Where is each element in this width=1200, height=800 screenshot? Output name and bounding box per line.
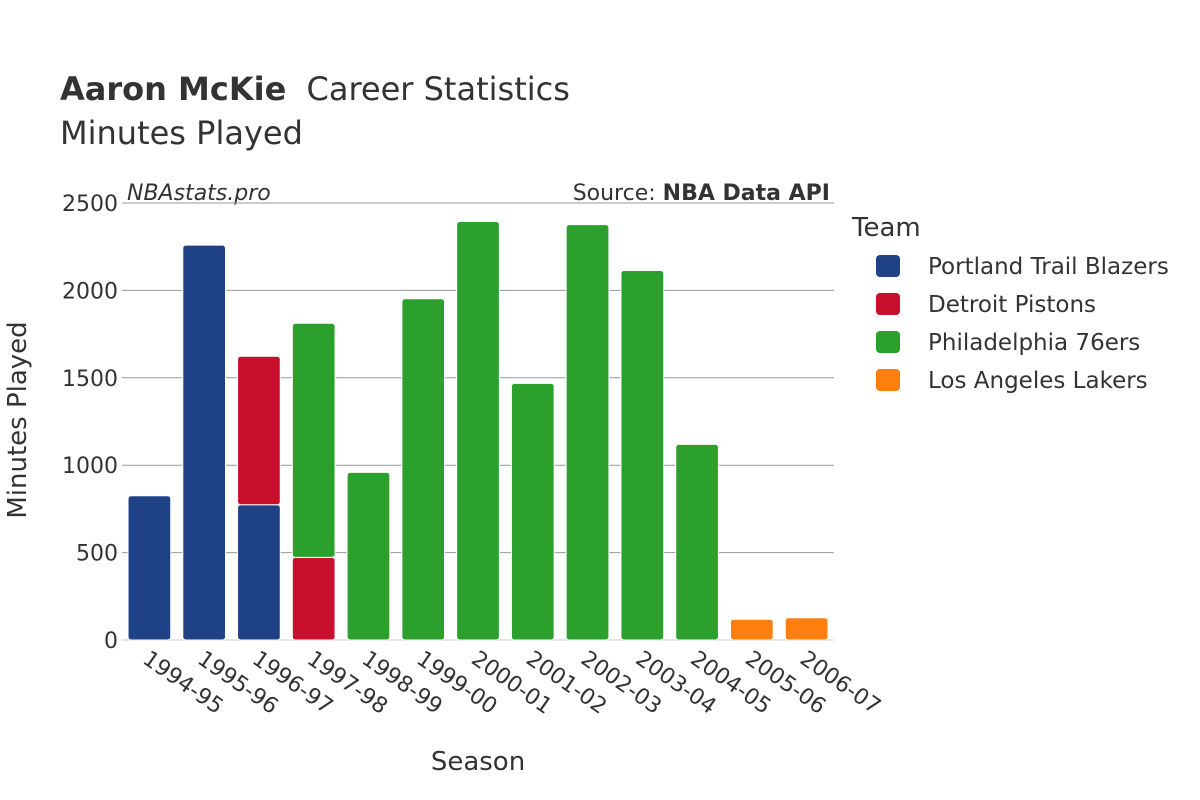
svg-text:Aaron McKie Career Stati: Aaron McKie Career Statistics: [60, 70, 570, 108]
bar: [729, 618, 774, 641]
legend-swatch: [876, 331, 900, 353]
y-axis-ticks: 0 500 1000 1500 2000 2500: [62, 192, 118, 654]
y-tick-label: 2500: [62, 192, 118, 217]
x-axis-ticks: 1994-951995-961996-971997-981998-991999-…: [138, 646, 885, 719]
bar: [127, 495, 172, 641]
y-tick-label: 0: [104, 629, 118, 654]
title-player-name: Aaron McKie: [60, 70, 286, 108]
bar: [620, 269, 665, 641]
watermark: NBAstats.pro: [127, 181, 271, 206]
chart-title: Aaron McKie Career Statistics: [60, 70, 570, 108]
legend-entry: Philadelphia 76ers: [928, 330, 1140, 356]
bar: [565, 224, 610, 641]
legend-swatch: [876, 293, 900, 315]
legend-entry: Detroit Pistons: [928, 292, 1096, 318]
source-prefix: Source:: [573, 181, 663, 206]
legend: Team Portland Trail Blazers Detroit Pisto…: [851, 213, 1169, 394]
bar: [291, 322, 336, 558]
bar: [401, 298, 446, 641]
legend-swatch: [876, 369, 900, 391]
y-axis-label: Minutes Played: [3, 321, 33, 518]
y-tick-label: 1500: [62, 367, 118, 392]
legend-entry: Portland Trail Blazers: [928, 254, 1169, 280]
legend-swatch: [876, 255, 900, 277]
bar: [510, 382, 555, 641]
bar: [346, 471, 391, 641]
bar: [456, 221, 500, 641]
title-rest: Career Statistics: [307, 70, 570, 108]
bar: [784, 617, 829, 641]
bar: [237, 504, 281, 641]
bar: [291, 556, 336, 641]
legend-entry: Los Angeles Lakers: [928, 368, 1148, 394]
source-label: Source: NBA Data API: [573, 181, 830, 206]
bar: [675, 443, 719, 641]
y-tick-label: 1000: [62, 454, 118, 479]
bar: [182, 244, 227, 641]
chart-subtitle: Minutes Played: [60, 114, 303, 152]
source-name: NBA Data API: [663, 181, 830, 206]
y-tick-label: 500: [76, 542, 118, 567]
legend-title: Team: [851, 213, 921, 243]
bar: [237, 355, 281, 506]
y-tick-label: 2000: [62, 279, 118, 304]
bars: [127, 221, 829, 641]
x-axis-label: Season: [431, 747, 525, 777]
